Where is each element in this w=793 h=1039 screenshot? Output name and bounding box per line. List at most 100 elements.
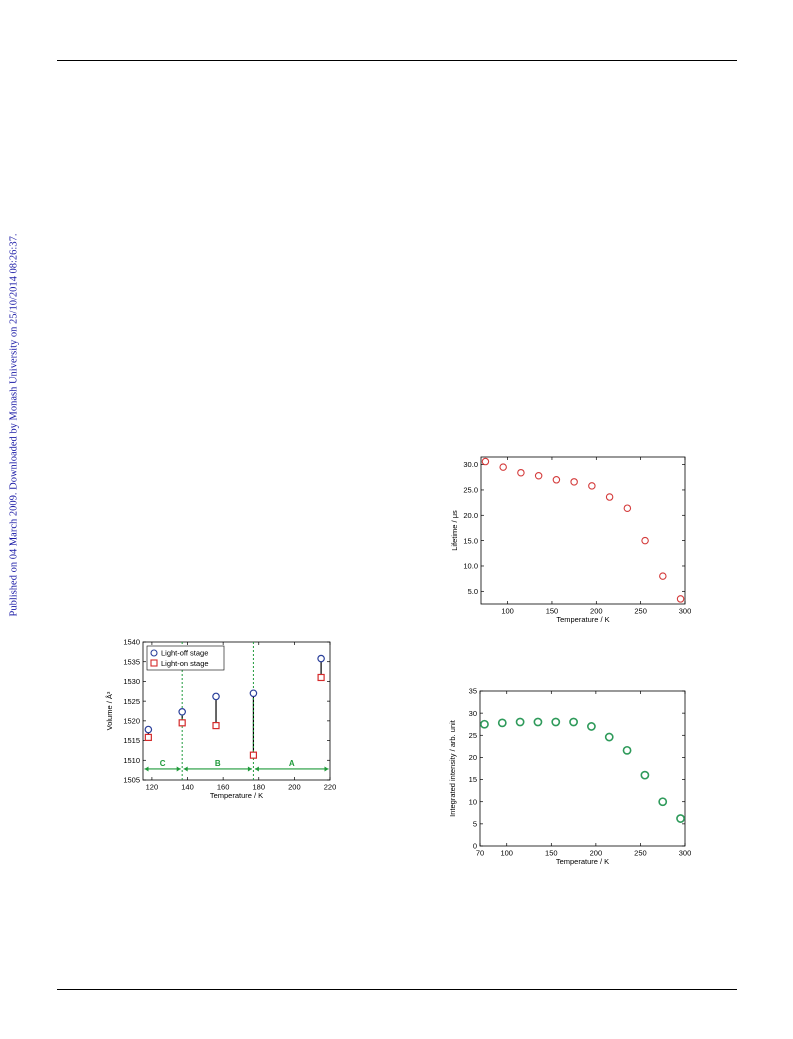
publication-note: Published on 04 March 2009. Downloaded b… — [8, 233, 20, 617]
legend-light-on-label: Light-on stage — [161, 659, 209, 668]
volume-chart: 120 140 160 180 200 220 1505 1510 1515 1520 1525 15… — [105, 638, 337, 800]
intensity-point — [604, 732, 614, 742]
light-on-point — [317, 673, 325, 682]
x-tick-label: 200 — [590, 849, 603, 858]
x-tick-label: 250 — [634, 849, 647, 858]
legend-light-on-marker — [150, 659, 158, 667]
y-tick-label: 30 — [469, 709, 477, 718]
x-tick-label: 160 — [217, 783, 230, 792]
legend-light-off-label: Light-off stage — [161, 649, 208, 658]
y-tick-label: 35 — [469, 687, 477, 696]
intensity-point — [640, 770, 650, 780]
x-tick-label: 150 — [545, 849, 558, 858]
y-tick-label: 30.0 — [463, 460, 478, 469]
y-tick-label: 5 — [473, 819, 477, 828]
y-axis-label: Volume / Å³ — [105, 691, 114, 730]
header-rule — [57, 60, 737, 61]
region-arrowhead — [254, 766, 259, 772]
lifetime-point — [641, 536, 649, 545]
region-arrowhead — [183, 766, 188, 772]
lifetime-point — [676, 595, 685, 603]
region-label: B — [215, 759, 221, 768]
light-on-point — [212, 721, 220, 730]
y-tick-label: 1525 — [123, 697, 140, 706]
lifetime-point — [517, 468, 525, 477]
y-tick-label: 1510 — [123, 756, 140, 765]
x-tick-label: 200 — [288, 783, 301, 792]
intensity-point — [587, 722, 596, 731]
lifetime-point — [534, 472, 543, 480]
x-tick-label: 300 — [679, 849, 692, 858]
y-tick-label: 20.0 — [463, 511, 478, 520]
intensity-point — [676, 814, 685, 823]
intensity-point — [533, 717, 543, 727]
lifetime-point — [499, 463, 507, 471]
lifetime-point — [623, 504, 632, 512]
plot-frame — [142, 641, 331, 781]
x-tick-label: 300 — [679, 607, 692, 616]
footer-rule — [57, 989, 737, 990]
y-tick-label: 1515 — [123, 736, 140, 745]
x-tick-label: 200 — [590, 607, 603, 616]
intensity-point — [515, 717, 525, 727]
y-tick-label: 1535 — [123, 657, 140, 666]
region-arrowhead — [324, 766, 329, 772]
legend-light-off-marker — [150, 649, 158, 657]
x-tick-label: 140 — [181, 783, 194, 792]
x-axis-label: Temperature / K — [556, 615, 609, 624]
region-arrowhead — [144, 766, 149, 772]
y-tick-label: 0 — [473, 842, 477, 851]
lifetime-point — [570, 478, 578, 486]
intensity-point — [551, 717, 561, 727]
intensity-point — [622, 745, 632, 755]
x-tick-label: 180 — [253, 783, 266, 792]
y-axis-label: Lifetime / μs — [450, 510, 459, 551]
lifetime-point — [659, 572, 667, 580]
light-off-point — [178, 707, 186, 716]
light-on-point — [178, 719, 186, 727]
lifetime-point — [605, 493, 614, 501]
light-on-point — [144, 733, 152, 742]
x-tick-label: 100 — [501, 607, 514, 616]
x-tick-label: 70 — [476, 849, 484, 858]
plot-frame — [480, 456, 686, 605]
y-tick-label: 25.0 — [463, 486, 478, 495]
light-off-point — [317, 654, 325, 663]
light-off-point — [144, 725, 153, 734]
x-axis-label: Temperature / K — [210, 791, 263, 800]
light-off-point — [212, 692, 220, 701]
x-axis-label: Temperature / K — [556, 857, 609, 866]
plot-frame — [479, 690, 686, 847]
y-tick-label: 1540 — [123, 638, 140, 647]
y-tick-label: 1530 — [123, 677, 140, 686]
intensity-point — [658, 797, 668, 807]
x-tick-label: 220 — [324, 783, 337, 792]
y-tick-label: 20 — [469, 753, 477, 762]
intensity-point — [480, 719, 489, 729]
x-tick-label: 150 — [546, 607, 559, 616]
region-label: C — [160, 759, 166, 768]
x-tick-label: 120 — [146, 783, 159, 792]
x-tick-label: 250 — [634, 607, 647, 616]
y-tick-label: 15 — [469, 775, 477, 784]
y-tick-label: 10 — [469, 797, 477, 806]
y-tick-label: 5.0 — [468, 587, 478, 596]
intensity-point — [497, 718, 507, 728]
x-tick-label: 100 — [500, 849, 513, 858]
lifetime-chart: 100 150 200 250 300 5.0 10.0 15.0 20.0 25.0 30.0 Te… — [450, 456, 692, 624]
light-on-point — [249, 751, 258, 759]
y-axis-label: Integrated intensity / arb. unit — [448, 719, 457, 817]
y-tick-label: 25 — [469, 731, 477, 740]
y-tick-label: 1520 — [123, 716, 140, 725]
y-tick-label: 15.0 — [463, 536, 478, 545]
legend-box — [146, 645, 225, 671]
y-tick-label: 1505 — [123, 776, 140, 785]
light-off-point — [249, 689, 258, 698]
region-label: A — [289, 759, 295, 768]
y-tick-label: 10.0 — [463, 562, 478, 571]
lifetime-point — [588, 482, 596, 490]
region-arrowhead — [247, 766, 252, 772]
intensity-chart: 70 100 150 200 250 300 0 5 10 15 20 25 30 35 Temperatu… — [448, 687, 692, 866]
lifetime-point — [552, 476, 561, 484]
region-arrowhead — [176, 766, 181, 772]
